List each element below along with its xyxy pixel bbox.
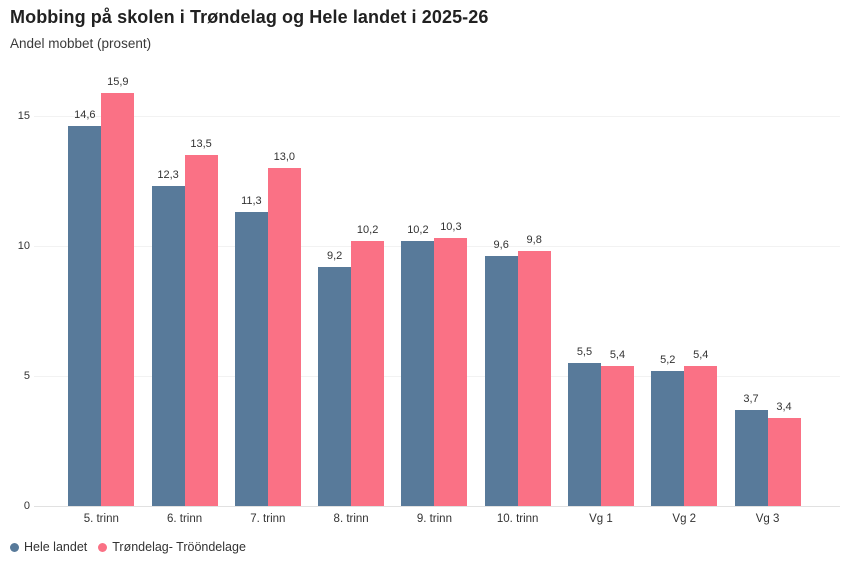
bar-hele-landet[interactable] <box>68 126 102 506</box>
x-axis-category-label: Vg 3 <box>755 513 780 525</box>
bar-value-label: 5,2 <box>660 353 676 366</box>
bar-tr-ndelag-tr-ndelage[interactable] <box>267 168 301 506</box>
x-axis-category-label: 8. trinn <box>333 513 369 525</box>
bar-value-label: 3,7 <box>743 392 759 405</box>
bar-hele-landet[interactable] <box>567 363 601 506</box>
bar-value-label: 12,3 <box>157 169 179 182</box>
chart-subtitle: Andel mobbet (prosent) <box>10 36 152 51</box>
bar-hele-landet[interactable] <box>734 409 768 506</box>
x-axis-category-label: 5. trinn <box>83 513 119 525</box>
bar-value-label: 11,3 <box>241 195 262 208</box>
x-axis-category-label: 10. trinn <box>496 513 539 525</box>
bar-value-label: 9,8 <box>526 234 542 247</box>
bar-value-label: 5,5 <box>576 346 593 358</box>
bar-tr-ndelag-tr-ndelage[interactable] <box>767 417 801 506</box>
bar-tr-ndelag-tr-ndelage[interactable] <box>184 155 218 506</box>
legend: Hele landet Trøndelag- Trööndelage <box>10 540 246 554</box>
bar-hele-landet[interactable] <box>651 370 685 506</box>
y-axis-tick-label: 10 <box>17 240 30 252</box>
bar-hele-landet[interactable] <box>234 212 268 506</box>
chart-title: Mobbing på skolen i Trøndelag og Hele la… <box>10 7 489 27</box>
legend-label: Trøndelag- Trööndelage <box>112 540 246 554</box>
y-axis-tick-label: 0 <box>23 500 30 512</box>
x-axis-line <box>34 506 840 507</box>
bar-value-label: 5,4 <box>693 348 709 361</box>
bar-value-label: 3,4 <box>776 400 792 413</box>
gridline <box>34 116 840 117</box>
y-axis-tick-label: 5 <box>23 370 30 382</box>
bar-value-label: 10,2 <box>356 223 379 236</box>
x-axis-category-label: 9. trinn <box>416 513 452 525</box>
bar-value-label: 9,6 <box>493 239 509 252</box>
x-axis-category-label: 6. trinn <box>166 513 203 525</box>
bar-tr-ndelag-tr-ndelage[interactable] <box>351 240 385 506</box>
bar-value-label: 10,2 <box>407 223 429 236</box>
legend-item-trondelag[interactable]: Trøndelag- Trööndelage <box>98 540 246 554</box>
bar-hele-landet[interactable] <box>318 266 352 506</box>
bar-value-label: 13,0 <box>273 151 296 163</box>
bar-tr-ndelag-tr-ndelage[interactable] <box>434 238 468 506</box>
bar-tr-ndelag-tr-ndelage[interactable] <box>101 92 135 506</box>
bar-value-label: 14,6 <box>74 109 96 122</box>
y-axis-tick-label: 15 <box>17 110 30 122</box>
legend-marker-icon <box>98 542 108 552</box>
bar-hele-landet[interactable] <box>484 256 518 506</box>
bar-tr-ndelag-tr-ndelage[interactable] <box>517 251 551 506</box>
bar-tr-ndelag-tr-ndelage[interactable] <box>600 365 634 506</box>
bar-value-label: 9,2 <box>326 249 343 262</box>
legend-label: Hele landet <box>24 540 88 554</box>
bar-hele-landet[interactable] <box>401 240 435 506</box>
bar-value-label: 5,4 <box>609 348 626 361</box>
bar-hele-landet[interactable] <box>151 186 185 506</box>
x-axis-category-label: Vg 2 <box>672 513 697 525</box>
bar-value-label: 15,9 <box>107 75 129 88</box>
bar-value-label: 10,3 <box>440 221 462 234</box>
x-axis-category-label: Vg 1 <box>589 513 613 525</box>
legend-marker-icon <box>10 542 19 552</box>
x-axis-category-label: 7. trinn <box>250 513 286 525</box>
legend-item-hele-landet[interactable]: Hele landet <box>10 540 87 554</box>
bar-value-label: 13,5 <box>190 138 212 150</box>
bar-tr-ndelag-tr-ndelage[interactable] <box>684 365 718 506</box>
